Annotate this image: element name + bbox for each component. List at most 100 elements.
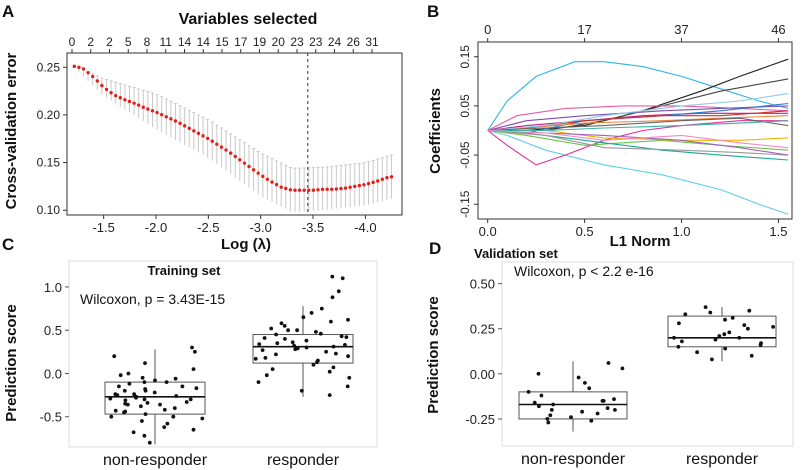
panel-c-point (108, 396, 113, 401)
panel-a-curve-point (279, 185, 283, 189)
panel-d-point (683, 312, 688, 317)
panel-c-point (290, 340, 295, 345)
panel-a-top-axis: 0 2 2 5 8 11 14 14 15 17 19 20 23 23 24 26 31 (69, 35, 379, 53)
panel-d-title: Validation set (474, 246, 558, 261)
panel-d-points (526, 305, 775, 425)
panel-a-top-tick-label: 24 (328, 35, 342, 49)
panel-c-point (262, 336, 267, 340)
panel-c-point (324, 349, 328, 354)
panel-a-top-tick-label: 14 (178, 35, 192, 49)
panel-a-curve-point (228, 151, 233, 155)
panel-c-point (344, 335, 349, 339)
panel-c-point (331, 365, 336, 370)
panel-d-point (742, 323, 747, 327)
panel-a-x-tick-label: -2.5 (197, 220, 219, 235)
panel-label-a: A (2, 2, 14, 21)
panel-a-curve-point (362, 183, 366, 187)
panel-c-point (286, 328, 290, 333)
panel-a-top-tick-label: 23 (290, 35, 304, 49)
panel-b-coef-line-s19 (487, 120, 789, 132)
panel-c-point (330, 295, 335, 300)
panel-a-curve-point (389, 175, 394, 179)
panel-d-point (569, 415, 573, 419)
panel-d-point (545, 417, 550, 421)
panel-a-curve-point (159, 112, 164, 117)
panel-d-y-label: Prediction score (425, 296, 442, 414)
panel-a-top-tick-label: 19 (253, 35, 267, 49)
panel-c-point (193, 349, 197, 354)
panel-d-box (667, 315, 777, 348)
panel-a-curve-point (219, 145, 224, 149)
panel-a-x-tick-label: -3.0 (249, 220, 271, 235)
panel-b-coef-line-s13 (487, 110, 789, 132)
panel-d-point (677, 321, 681, 326)
panel-c-point (164, 380, 169, 384)
panel-c-point (283, 337, 287, 341)
panel-c-point (327, 393, 332, 397)
panel-d-box (518, 391, 628, 420)
panel-a-curve-point (316, 188, 320, 192)
panel-b-x-tick-label: 1.5 (769, 224, 787, 239)
panel-c-point (340, 276, 345, 281)
panel-a-curve-point (173, 119, 178, 123)
panel-label-b: B (427, 2, 439, 21)
panel-b-x-label: L1 Norm (610, 233, 671, 250)
panel-c-point (330, 274, 335, 279)
panel-c-category-label: responder (267, 452, 340, 469)
panel-a-x-tick-label: -2.0 (145, 220, 167, 235)
panel-d-point (722, 332, 727, 337)
panel-c-point (142, 380, 147, 384)
panel-c-point (109, 414, 114, 419)
panel-c-point (122, 388, 127, 393)
panel-c-point (191, 367, 196, 371)
panel-a-curve-point (247, 164, 251, 169)
panel-a-curve-point (343, 186, 348, 190)
panel-c-point (295, 346, 300, 351)
panel-a-error-bars (72, 64, 394, 212)
panel-d-y-tick-label: 0.50 (470, 277, 495, 292)
panel-a-curve-point (371, 180, 375, 185)
panel-a-curve-point (164, 115, 168, 119)
panel-a-curve-point (256, 171, 260, 175)
panel-a-x-tick-label: -1.5 (92, 220, 114, 235)
panel-d-point (749, 353, 754, 358)
panel-d-point (723, 346, 728, 351)
panel-c-point (339, 334, 344, 339)
panel-c-point (327, 369, 332, 374)
panel-a-curve-point (178, 121, 182, 126)
panel-c-point (118, 373, 123, 378)
panel-b-x-axis: 0.0 0.5 1.0 1.5 (479, 219, 787, 239)
panel-d-point (600, 399, 605, 403)
panel-c-point (140, 375, 145, 380)
panel-c-point (152, 390, 157, 395)
panel-b-x-tick-label: 1.0 (672, 224, 690, 239)
panel-a-curve-point (311, 188, 316, 192)
panel-a-curve-point (325, 187, 329, 191)
panel-a-curve-point (385, 176, 389, 180)
panel-c-point (270, 367, 275, 371)
panel-c-y-tick-label: 0.5 (44, 323, 62, 338)
panel-c-points (108, 274, 352, 445)
panel-a-top-tick-label: 17 (234, 35, 248, 49)
panel-a-top-tick-label: 23 (309, 35, 323, 49)
panel-d-point (580, 409, 584, 414)
panel-d-point (589, 418, 594, 423)
panel-d-point (536, 371, 541, 376)
panel-d-validation-box: Validation set Wilcoxon, p < 2.2 e-16 0.… (425, 246, 794, 468)
panel-a-curve-point (284, 186, 288, 191)
panel-c-point (260, 348, 265, 352)
panel-a-y-tick-label: 0.20 (37, 108, 61, 122)
panel-d-category-label: responder (686, 451, 759, 468)
panel-b-y-tick-label: 0.05 (458, 94, 472, 118)
panel-b-coef-path: 0 17 37 46 0.0 0.5 1.0 1.5 0.150.05-0.05-0.15 … (427, 22, 793, 250)
panel-b-x-tick-label: 0.5 (576, 224, 594, 239)
panel-c-point (139, 404, 143, 409)
panel-a-curve-point (320, 187, 325, 192)
panel-b-x-tick-label: 0.0 (479, 224, 497, 239)
panel-c-point (304, 345, 309, 350)
panel-c-y-tick-label: -0.5 (40, 410, 62, 425)
panel-a-curve-point (357, 183, 362, 188)
panel-c-point (343, 343, 347, 347)
panel-c-training-box: Training set Wilcoxon, p = 3.43E-15 1.0 0… (3, 260, 378, 469)
